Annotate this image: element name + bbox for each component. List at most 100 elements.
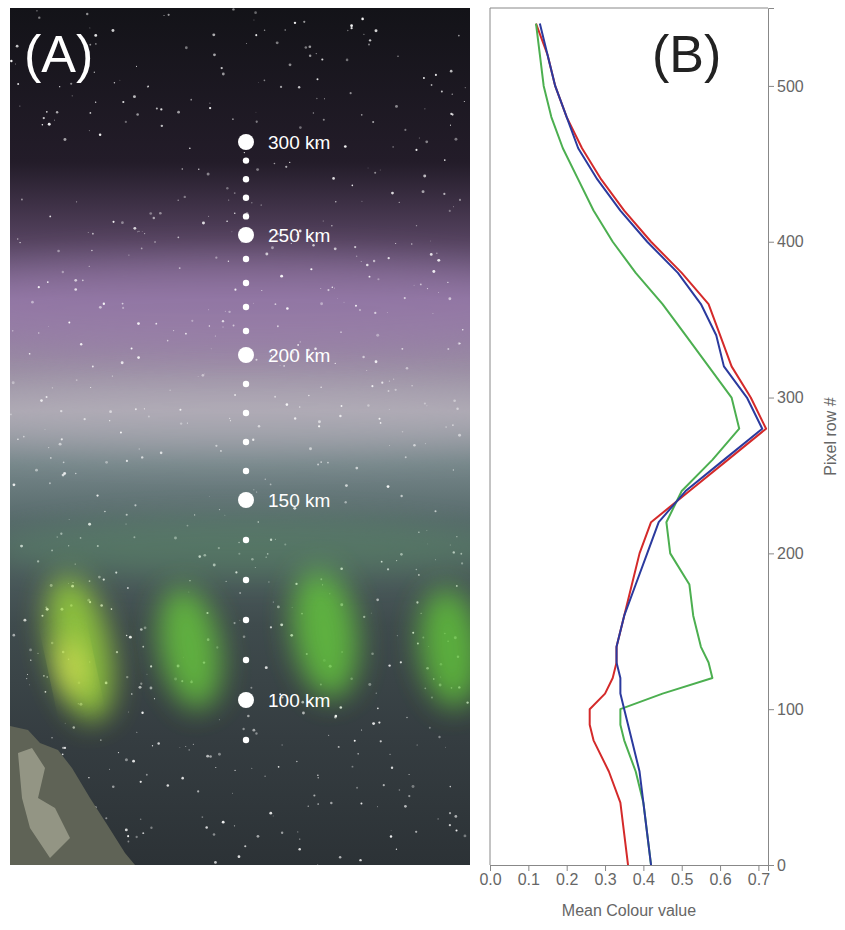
star <box>29 353 31 355</box>
star <box>122 307 124 309</box>
star <box>215 767 216 768</box>
star <box>453 399 456 402</box>
star <box>197 376 199 378</box>
star <box>453 469 454 470</box>
row-axis-tick-mark <box>768 709 774 710</box>
series-line <box>536 24 766 865</box>
star <box>189 580 190 581</box>
star <box>402 431 404 433</box>
star <box>219 509 220 510</box>
star <box>63 461 65 463</box>
star <box>96 494 98 496</box>
star <box>256 168 259 171</box>
star <box>456 407 458 409</box>
star <box>189 147 191 149</box>
star <box>294 22 296 24</box>
star <box>430 253 433 256</box>
star <box>234 212 236 214</box>
row-axis-tick-label: 0 <box>777 857 786 874</box>
value-axis-tick-mark <box>720 865 721 871</box>
star <box>185 46 188 49</box>
star <box>54 120 55 121</box>
row-axis-tick-label: 200 <box>777 545 804 562</box>
star <box>215 257 217 259</box>
star <box>126 460 128 462</box>
altitude-minor-dot <box>243 213 249 219</box>
green-glow <box>10 518 470 728</box>
star <box>272 601 274 603</box>
star <box>232 118 234 120</box>
row-axis-tick-mark <box>768 86 774 87</box>
star <box>389 380 390 381</box>
altitude-minor-dot <box>243 280 249 286</box>
altitude-minor-dot <box>243 381 249 387</box>
star <box>269 812 272 815</box>
star <box>376 692 377 693</box>
star <box>177 111 180 114</box>
star <box>21 199 23 201</box>
row-axis-tick: 0 <box>768 857 786 874</box>
star <box>280 623 283 626</box>
star <box>92 366 94 368</box>
star <box>313 794 315 796</box>
star <box>250 687 252 689</box>
star <box>361 18 364 21</box>
star <box>59 443 62 446</box>
star <box>404 297 406 299</box>
star <box>278 766 280 768</box>
star <box>89 130 90 131</box>
star <box>335 201 336 202</box>
star <box>409 774 410 775</box>
star <box>154 241 155 242</box>
star <box>100 604 103 607</box>
star <box>377 707 379 709</box>
star <box>334 247 337 250</box>
star <box>447 282 448 283</box>
star <box>286 403 289 406</box>
star <box>320 302 323 305</box>
lines <box>536 24 766 865</box>
star <box>380 422 382 424</box>
star <box>82 280 84 282</box>
star <box>423 174 426 177</box>
star <box>17 83 19 85</box>
glow-blob <box>414 585 470 711</box>
star <box>185 333 187 335</box>
star <box>253 302 255 304</box>
star <box>95 43 96 44</box>
altitude-minor-dot <box>243 195 249 201</box>
star <box>127 835 129 837</box>
star <box>131 693 132 694</box>
value-axis-tick-mark <box>682 865 683 871</box>
star <box>411 243 413 245</box>
star <box>61 438 63 440</box>
star <box>226 187 228 189</box>
star <box>361 729 362 730</box>
star <box>380 740 382 742</box>
star <box>395 105 398 108</box>
star <box>26 678 27 679</box>
star <box>84 418 86 420</box>
star <box>415 831 417 833</box>
star <box>458 434 461 437</box>
star <box>352 185 354 187</box>
star <box>38 286 40 288</box>
star <box>86 13 88 15</box>
star <box>111 608 113 610</box>
glow-blob <box>284 563 366 703</box>
star <box>436 252 437 253</box>
star <box>89 266 90 267</box>
star <box>295 583 297 585</box>
star <box>40 399 43 402</box>
star <box>251 202 252 203</box>
star <box>167 340 169 342</box>
star <box>286 307 289 310</box>
star <box>75 473 76 474</box>
star <box>322 220 324 222</box>
star <box>316 53 317 54</box>
star <box>344 145 347 148</box>
star <box>88 777 89 778</box>
star <box>271 246 274 249</box>
star <box>119 79 121 81</box>
star <box>270 484 272 486</box>
